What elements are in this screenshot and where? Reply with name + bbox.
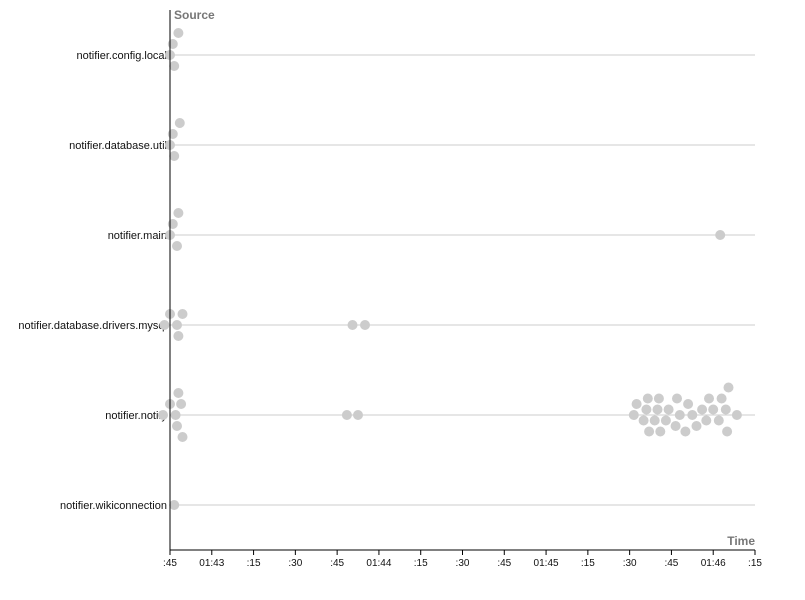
- event-dot[interactable]: [177, 432, 188, 442]
- x-tick-label: 01:44: [366, 558, 391, 569]
- event-dot[interactable]: [708, 404, 719, 415]
- x-tick-label: :45: [330, 558, 344, 569]
- x-axis-title: Time: [727, 534, 755, 548]
- event-dot[interactable]: [628, 410, 639, 420]
- event-dot[interactable]: [691, 421, 702, 431]
- event-dot[interactable]: [715, 230, 726, 240]
- event-dot[interactable]: [642, 393, 653, 404]
- row-label: notifier.main: [108, 230, 167, 242]
- x-tick-label: 01:45: [534, 558, 559, 569]
- x-tick-label: 01:43: [199, 558, 224, 569]
- x-tick-label: :15: [748, 558, 762, 569]
- event-dot[interactable]: [176, 399, 187, 409]
- event-dot[interactable]: [173, 331, 184, 341]
- event-dot[interactable]: [713, 415, 724, 426]
- event-dot[interactable]: [638, 415, 649, 426]
- event-dot[interactable]: [360, 320, 370, 330]
- x-tick-label: :45: [497, 558, 511, 569]
- event-dot[interactable]: [173, 28, 184, 38]
- event-dot[interactable]: [173, 388, 184, 398]
- ticks-layer: :45 01:43 :15 :30 :45 01:44 :15 :30 :45 01:45 :15:…: [163, 550, 762, 569]
- event-dot[interactable]: [683, 399, 694, 409]
- event-dot[interactable]: [663, 404, 674, 415]
- event-dot[interactable]: [687, 410, 698, 420]
- row-label: notifier.wikiconnection: [60, 500, 167, 512]
- event-dot[interactable]: [631, 399, 642, 409]
- x-tick-label: :30: [623, 558, 637, 569]
- event-dot[interactable]: [697, 404, 708, 415]
- x-tick-label: :15: [247, 558, 261, 569]
- event-dot[interactable]: [159, 320, 170, 330]
- event-dot[interactable]: [670, 421, 681, 431]
- event-dot[interactable]: [167, 129, 178, 139]
- event-dot[interactable]: [704, 393, 714, 404]
- row-label: notifier.config.local: [77, 50, 168, 62]
- event-dot[interactable]: [169, 61, 180, 71]
- row-label: notifier.database.util: [69, 140, 167, 152]
- y-axis-title: Source: [174, 8, 215, 22]
- event-dot[interactable]: [653, 393, 664, 404]
- event-dot[interactable]: [167, 219, 178, 229]
- rows-layer: notifier.config.local notifier.database.u…: [18, 50, 755, 512]
- row-label: notifier.notify: [105, 410, 167, 422]
- row-label: notifier.database.drivers.mysql: [18, 320, 167, 332]
- x-tick-label: 01:46: [701, 558, 726, 569]
- x-tick-label: :15: [414, 558, 428, 569]
- event-dot[interactable]: [716, 393, 727, 404]
- event-dot[interactable]: [674, 410, 685, 420]
- event-dot[interactable]: [720, 404, 731, 415]
- event-dot[interactable]: [722, 426, 733, 437]
- event-dot[interactable]: [341, 410, 352, 420]
- x-tick-label: :30: [288, 558, 302, 569]
- x-tick-label: :15: [581, 558, 595, 569]
- event-dot[interactable]: [158, 410, 168, 420]
- event-dot[interactable]: [170, 410, 181, 420]
- event-dot[interactable]: [660, 415, 671, 426]
- event-dot[interactable]: [172, 320, 182, 330]
- event-dot[interactable]: [347, 320, 358, 330]
- event-dot[interactable]: [641, 404, 652, 415]
- event-dot[interactable]: [169, 151, 180, 161]
- event-dot[interactable]: [723, 382, 734, 393]
- event-dot[interactable]: [701, 415, 712, 426]
- x-tick-label: :30: [456, 558, 470, 569]
- event-dot[interactable]: [174, 118, 185, 128]
- event-dot[interactable]: [680, 426, 691, 437]
- dots-layer: [158, 28, 742, 510]
- event-dot[interactable]: [655, 426, 666, 437]
- x-tick-label: :45: [163, 558, 177, 569]
- event-dot[interactable]: [644, 426, 655, 437]
- event-dot[interactable]: [353, 410, 363, 420]
- event-dot[interactable]: [172, 241, 182, 251]
- event-dot[interactable]: [672, 393, 682, 404]
- event-dot[interactable]: [649, 415, 660, 426]
- x-tick-label: :45: [664, 558, 678, 569]
- event-dot[interactable]: [177, 309, 188, 319]
- event-dot[interactable]: [173, 208, 184, 218]
- event-dot[interactable]: [652, 404, 663, 415]
- event-dot[interactable]: [731, 410, 742, 420]
- event-dot[interactable]: [167, 39, 178, 49]
- event-dot[interactable]: [169, 500, 180, 510]
- event-dot[interactable]: [172, 421, 182, 431]
